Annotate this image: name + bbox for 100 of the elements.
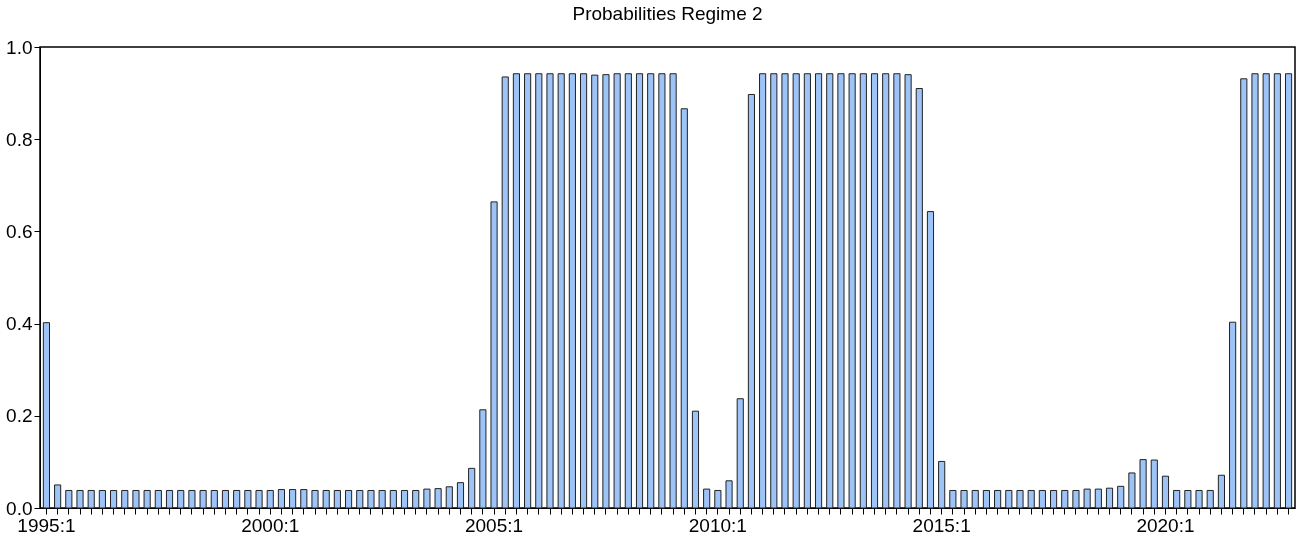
bar <box>524 73 532 509</box>
bar <box>926 211 935 509</box>
bar <box>412 489 420 509</box>
y-tick-label: 0.8 <box>6 128 33 150</box>
bar <box>1150 459 1158 509</box>
bar <box>1061 489 1069 509</box>
bar <box>714 489 722 509</box>
bar <box>367 489 375 509</box>
bar <box>266 489 274 509</box>
bar <box>669 73 677 509</box>
bar <box>165 489 174 509</box>
y-tick-label: 0.4 <box>6 313 33 335</box>
y-tick-label: 0.2 <box>6 405 33 427</box>
bar <box>400 489 409 509</box>
bar <box>859 73 867 509</box>
bar <box>1229 321 1237 509</box>
bar <box>703 488 711 509</box>
bar <box>1273 73 1281 509</box>
bar <box>848 73 856 509</box>
bar <box>1083 488 1091 509</box>
bar <box>971 489 979 509</box>
x-tick-label: 2020:1 <box>1136 514 1195 536</box>
bar <box>691 410 700 509</box>
bar <box>568 73 576 509</box>
bar <box>512 73 521 509</box>
bar <box>289 489 297 509</box>
bar <box>949 489 957 509</box>
bar <box>1217 474 1225 509</box>
bar <box>277 489 286 509</box>
bar <box>132 489 140 509</box>
bar <box>121 489 129 509</box>
bar <box>244 489 252 509</box>
bar <box>42 322 51 509</box>
bar <box>1251 73 1259 509</box>
bar <box>490 201 498 509</box>
x-tick-label: 2010:1 <box>688 514 747 536</box>
bar <box>434 488 442 509</box>
bar <box>994 489 1002 509</box>
bar <box>1072 489 1080 509</box>
bar <box>1173 489 1181 509</box>
bar <box>423 488 431 509</box>
bar <box>98 489 106 509</box>
bar <box>647 73 655 509</box>
bar <box>1161 475 1170 509</box>
y-tick-label: 1.0 <box>6 36 33 58</box>
bar <box>814 73 823 509</box>
bar <box>177 489 185 509</box>
bar <box>591 74 599 509</box>
bar <box>1262 73 1270 509</box>
bar <box>658 73 666 509</box>
bar <box>982 489 990 509</box>
bar <box>1128 472 1136 509</box>
bar <box>725 480 733 509</box>
bar <box>826 73 834 509</box>
bar <box>468 467 476 509</box>
x-tick-label: 2000:1 <box>241 514 300 536</box>
bar <box>1005 489 1013 509</box>
bar <box>546 73 554 509</box>
bar <box>501 76 509 509</box>
bar <box>882 73 890 509</box>
bar <box>803 73 811 509</box>
bar <box>792 73 800 509</box>
bar <box>870 73 879 509</box>
bar <box>1105 487 1114 509</box>
bar <box>479 409 487 509</box>
bar <box>1139 459 1147 509</box>
bar <box>300 489 308 509</box>
bar <box>893 73 901 509</box>
bar <box>837 73 845 509</box>
bar <box>345 489 353 509</box>
bar <box>938 460 946 509</box>
bar <box>1016 489 1024 509</box>
bar <box>1038 489 1046 509</box>
bar <box>199 489 207 509</box>
bar <box>1240 78 1248 509</box>
bar <box>624 73 632 509</box>
bar <box>210 489 218 509</box>
bar <box>770 73 778 509</box>
x-tick-label: 2005:1 <box>464 514 524 536</box>
bar <box>389 489 397 509</box>
x-tick-label: 2015:1 <box>912 514 971 536</box>
bar <box>311 489 319 509</box>
bar <box>143 489 151 509</box>
bar <box>456 482 465 509</box>
bar <box>579 73 588 509</box>
bar <box>613 73 621 509</box>
bar <box>110 489 118 509</box>
bar <box>356 489 364 509</box>
bar <box>378 489 386 509</box>
bar <box>747 93 756 509</box>
bar <box>54 484 62 509</box>
bar <box>1195 489 1203 509</box>
bar <box>87 489 95 509</box>
bar <box>188 489 196 509</box>
bar <box>445 486 453 509</box>
bar <box>1049 489 1058 509</box>
bar <box>1284 73 1293 509</box>
bar <box>736 398 744 509</box>
bar <box>221 489 230 509</box>
bar <box>154 489 162 509</box>
